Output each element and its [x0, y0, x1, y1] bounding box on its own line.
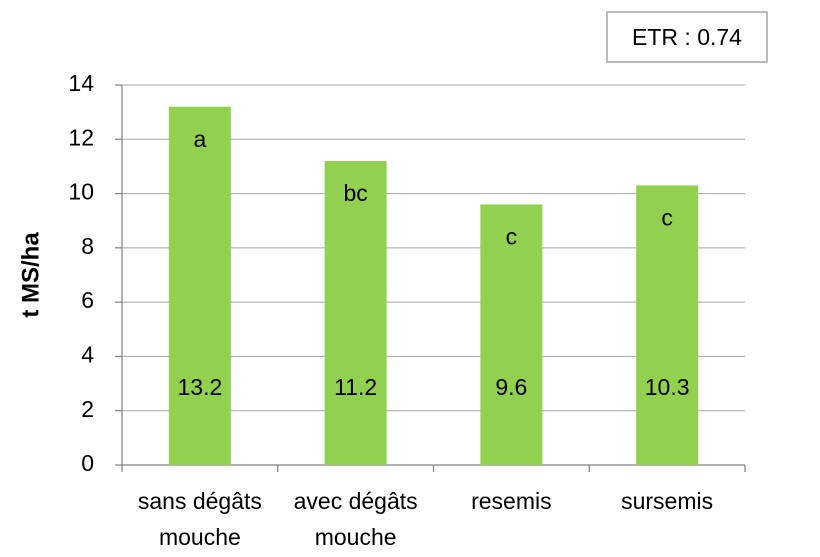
- annotation: ETR : 0.74: [632, 24, 742, 50]
- group-letter: a: [193, 126, 206, 152]
- y-tick-label: 6: [81, 287, 94, 313]
- x-tick-label: sans dégâts mouche: [138, 488, 262, 550]
- group-letter: bc: [343, 180, 367, 206]
- y-tick-label: 10: [68, 179, 94, 205]
- y-tick-label: 2: [81, 396, 94, 422]
- bar: [324, 161, 387, 465]
- x-tick-label: avec dégâts mouche: [294, 488, 418, 550]
- y-tick-label: 0: [81, 450, 94, 476]
- group-letter: c: [506, 224, 518, 250]
- bar: [480, 204, 543, 465]
- bar: [636, 185, 699, 465]
- y-tick-label: 4: [81, 342, 94, 368]
- data-label: 13.2: [177, 374, 222, 400]
- y-tick-label: 14: [68, 70, 94, 96]
- x-tick-label: sursemis: [621, 488, 713, 514]
- data-label: 9.6: [495, 374, 527, 400]
- bar: [168, 106, 231, 465]
- x-tick-label: resemis: [471, 488, 552, 514]
- group-letter: c: [661, 205, 673, 231]
- y-axis-label: t MS/ha: [17, 232, 44, 318]
- data-label: 10.3: [645, 374, 690, 400]
- y-tick-label: 8: [81, 233, 94, 259]
- annotation-box: [606, 11, 768, 63]
- data-label: 11.2: [334, 374, 377, 400]
- y-tick-label: 12: [68, 124, 94, 150]
